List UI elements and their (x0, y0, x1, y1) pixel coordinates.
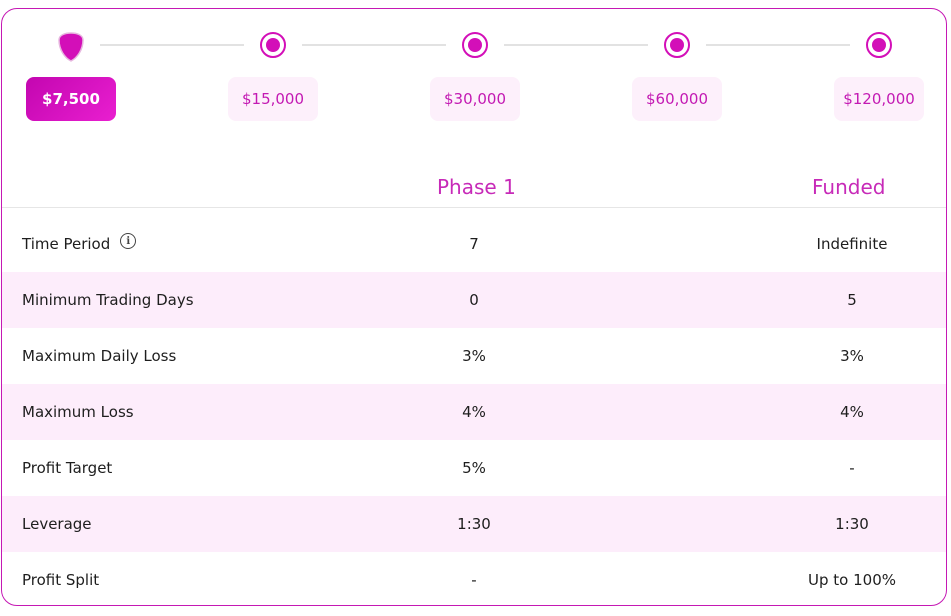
row-label-time-period: Time Period i (22, 233, 137, 253)
phase1-value: - (471, 571, 477, 589)
account-size-card: $7,500 $15,000 $30,000 $60,000 $120,000 … (1, 8, 947, 606)
table-row: Maximum Daily Loss 3% 3% (2, 328, 946, 384)
phase1-value: 1:30 (457, 515, 491, 533)
row-label-minimum-trading-days: Minimum Trading Days (22, 291, 194, 309)
phase1-value: 0 (469, 291, 479, 309)
info-icon[interactable]: i (120, 233, 137, 249)
column-header-phase-1: Phase 1 (437, 175, 516, 199)
amount-option-7500[interactable]: $7,500 (26, 77, 116, 121)
amount-option-30000[interactable]: $30,000 (430, 77, 520, 121)
column-header-funded: Funded (812, 175, 886, 199)
table-row: Time Period i 7 Indefinite (2, 216, 946, 272)
step-connector (706, 44, 850, 46)
table-row: Profit Target 5% - (2, 440, 946, 496)
phase1-value: 7 (469, 235, 479, 253)
phase1-value: 4% (462, 403, 486, 421)
funded-value: 5 (847, 291, 857, 309)
table-row: Profit Split - Up to 100% (2, 552, 946, 605)
row-label-text: Time Period (22, 235, 111, 253)
amount-option-60000[interactable]: $60,000 (632, 77, 722, 121)
amount-option-15000[interactable]: $15,000 (228, 77, 318, 121)
funded-value: 3% (840, 347, 864, 365)
step-dot-icon (266, 38, 280, 52)
step-connector (100, 44, 244, 46)
step-dot-icon (468, 38, 482, 52)
header-divider (2, 207, 946, 208)
row-label-maximum-loss: Maximum Loss (22, 403, 134, 421)
active-step-shield-icon[interactable] (58, 32, 84, 62)
step-dot-icon (670, 38, 684, 52)
funded-value: - (849, 459, 855, 477)
step-node-15000[interactable] (260, 32, 286, 58)
step-dot-icon (872, 38, 886, 52)
phase1-value: 5% (462, 459, 486, 477)
row-label-maximum-daily-loss: Maximum Daily Loss (22, 347, 177, 365)
phase1-value: 3% (462, 347, 486, 365)
table-row: Maximum Loss 4% 4% (2, 384, 946, 440)
step-node-120000[interactable] (866, 32, 892, 58)
funded-value: 1:30 (835, 515, 869, 533)
funded-value: 4% (840, 403, 864, 421)
table-row: Minimum Trading Days 0 5 (2, 272, 946, 328)
account-size-stepper: $7,500 $15,000 $30,000 $60,000 $120,000 (2, 9, 946, 149)
step-node-30000[interactable] (462, 32, 488, 58)
row-label-profit-split: Profit Split (22, 571, 100, 589)
row-label-leverage: Leverage (22, 515, 92, 533)
step-node-60000[interactable] (664, 32, 690, 58)
table-row: Leverage 1:30 1:30 (2, 496, 946, 552)
funded-value: Up to 100% (808, 571, 896, 589)
funded-value: Indefinite (816, 235, 888, 253)
row-label-profit-target: Profit Target (22, 459, 113, 477)
amount-option-120000[interactable]: $120,000 (834, 77, 924, 121)
step-connector (302, 44, 446, 46)
step-connector (504, 44, 648, 46)
